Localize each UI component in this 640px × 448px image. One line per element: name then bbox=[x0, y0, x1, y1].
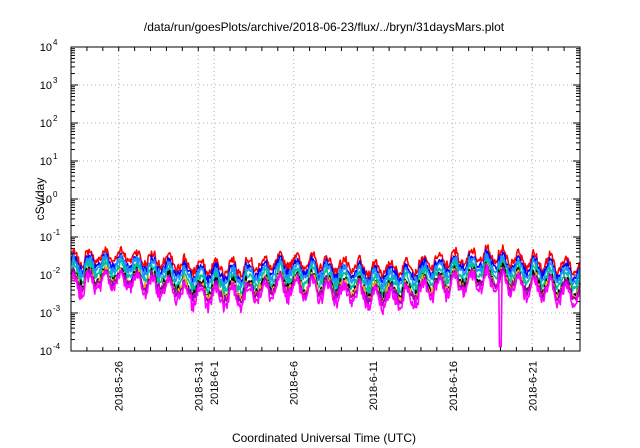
plot-frame bbox=[70, 46, 581, 352]
y-tick-label: 10 bbox=[40, 194, 52, 206]
x-axis-label: Coordinated Universal Time (UTC) bbox=[232, 431, 416, 445]
grid-lines bbox=[71, 47, 580, 351]
y-tick-exponent: 0 bbox=[53, 190, 58, 199]
y-tick-exponent: -2 bbox=[53, 266, 61, 275]
y-tick-label: 10 bbox=[40, 118, 52, 130]
y-tick-label: 10 bbox=[40, 156, 52, 168]
x-tick-label: 2018-6-16 bbox=[448, 361, 460, 411]
y-axis-label: cSv/day bbox=[33, 178, 47, 221]
x-tick-label: 2018-6-6 bbox=[289, 361, 301, 405]
series-line-7 bbox=[70, 264, 581, 348]
y-tick-exponent: 2 bbox=[53, 114, 58, 123]
chart-title: /data/run/goesPlots/archive/2018-06-23/f… bbox=[144, 20, 505, 34]
y-tick-exponent: -4 bbox=[53, 342, 61, 351]
x-tick-label: 2018-5-31 bbox=[193, 361, 205, 411]
series-layer bbox=[70, 244, 581, 348]
y-tick-label: 10 bbox=[40, 80, 52, 92]
x-tick-label: 2018-6-11 bbox=[368, 361, 380, 410]
y-tick-exponent: -3 bbox=[53, 304, 61, 313]
y-tick-label: 10 bbox=[40, 346, 52, 358]
y-tick-label: 10 bbox=[40, 232, 52, 244]
x-tick-label: 2018-6-1 bbox=[209, 361, 221, 405]
x-tick-label: 2018-6-21 bbox=[527, 361, 539, 411]
y-tick-label: 10 bbox=[40, 42, 52, 54]
x-tick-label: 2018-5-26 bbox=[114, 361, 126, 411]
y-tick-exponent: -1 bbox=[53, 228, 61, 237]
y-tick-exponent: 3 bbox=[53, 76, 58, 85]
y-tick-exponent: 4 bbox=[53, 38, 58, 47]
y-tick-label: 10 bbox=[40, 308, 52, 320]
y-tick-label: 10 bbox=[40, 270, 52, 282]
series-line-2 bbox=[70, 252, 581, 290]
y-tick-exponent: 1 bbox=[53, 152, 58, 161]
